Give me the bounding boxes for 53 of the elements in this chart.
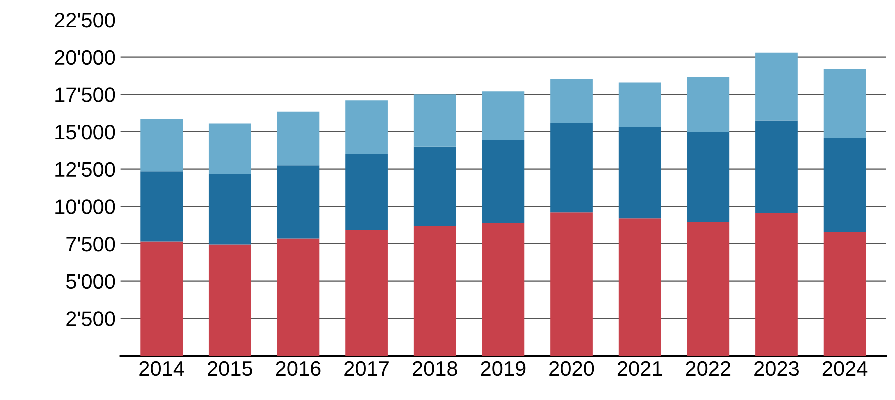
bar — [824, 138, 866, 232]
bar — [756, 52, 798, 121]
bar — [414, 94, 456, 147]
x-tick-label: 2015 — [208, 361, 252, 376]
x-tick-label: 2018 — [412, 361, 458, 376]
y-tick-label: 2'500 — [66, 312, 116, 326]
y-tick-label: 10'000 — [56, 200, 116, 214]
bar — [824, 69, 866, 138]
bar — [687, 222, 730, 356]
bar — [346, 230, 388, 356]
bar — [140, 242, 183, 356]
bar — [618, 218, 662, 356]
x-tick-label: 2020 — [550, 361, 594, 376]
y-tick-label: 20'000 — [55, 50, 116, 66]
y-tick-label: 7'500 — [66, 237, 116, 252]
bar — [482, 140, 525, 224]
y-tick-label: 12'500 — [56, 162, 116, 178]
bar — [756, 213, 798, 356]
x-tick-label: 2016 — [276, 361, 321, 376]
bar — [414, 226, 456, 356]
bar — [277, 238, 320, 356]
bar — [414, 146, 456, 226]
bar — [687, 132, 730, 222]
y-tick-label: 15'000 — [56, 125, 116, 140]
bar — [346, 100, 388, 154]
bar — [550, 78, 593, 124]
x-tick-label: 2017 — [344, 361, 389, 376]
x-tick-label: 2019 — [481, 361, 526, 376]
x-tick-label: 2014 — [140, 361, 184, 376]
bar — [618, 82, 662, 128]
bar — [618, 128, 662, 219]
bar — [687, 77, 730, 132]
bar — [550, 212, 593, 356]
bar — [277, 166, 320, 239]
y-tick-label: 17'500 — [56, 88, 116, 102]
bar — [140, 119, 183, 172]
bar — [756, 120, 798, 214]
y-tick-label: 5'000 — [66, 274, 116, 290]
bar — [824, 232, 866, 356]
x-tick-label: 2024 — [822, 361, 868, 376]
x-tick-label: 2023 — [754, 361, 799, 376]
y-tick-label: 22'500 — [55, 13, 116, 28]
x-tick-label: 2022 — [686, 361, 731, 376]
x-tick-label: 2021 — [618, 361, 662, 376]
bar — [140, 172, 183, 242]
bar — [550, 123, 593, 213]
bar — [277, 112, 320, 166]
bar — [482, 223, 525, 356]
bar — [208, 244, 252, 356]
bar — [208, 124, 252, 175]
bar — [346, 154, 388, 231]
bar — [482, 92, 525, 140]
bar — [208, 174, 252, 245]
